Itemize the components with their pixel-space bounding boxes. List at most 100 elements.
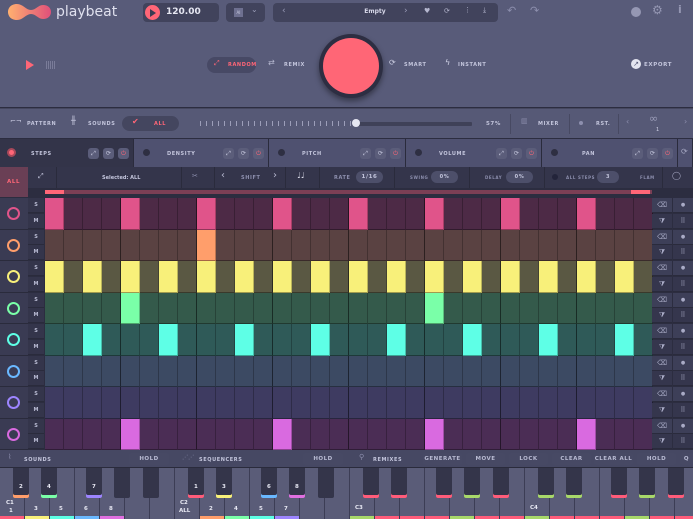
step-cell[interactable] (501, 261, 520, 293)
rate-field[interactable]: 1/16 (356, 171, 383, 183)
track-settings-icon[interactable]: ⧩ (652, 308, 672, 324)
step-cell[interactable] (121, 418, 140, 450)
step-cell[interactable] (520, 355, 539, 387)
step-cell[interactable] (539, 292, 558, 324)
step-cell[interactable] (292, 355, 311, 387)
black-key[interactable] (566, 468, 582, 498)
solo-button[interactable]: S (28, 229, 44, 245)
step-cell[interactable] (425, 229, 444, 261)
step-cell[interactable] (102, 387, 121, 419)
step-cell[interactable] (444, 355, 463, 387)
step-cell[interactable] (615, 261, 634, 293)
step-cell[interactable] (425, 292, 444, 324)
flam-button[interactable]: FLAM (640, 175, 655, 180)
step-cell[interactable] (178, 418, 197, 450)
step-cell[interactable] (330, 324, 349, 356)
step-cell[interactable] (501, 229, 520, 261)
step-cell[interactable] (349, 324, 368, 356)
step-cell[interactable] (140, 418, 159, 450)
step-cell[interactable] (501, 324, 520, 356)
step-cell[interactable] (387, 198, 406, 230)
clear-all-button[interactable]: CLEAR ALL (594, 453, 633, 465)
preset-selector[interactable]: ‹ Empty › ♥ ⟳ ⋮ ⤓ (273, 3, 498, 22)
power-icon[interactable]: ⏻ (390, 148, 401, 159)
step-cell[interactable] (45, 324, 64, 356)
randomize-icon[interactable]: ⤢ (38, 172, 44, 180)
sync-icon[interactable]: ⟳ (444, 7, 450, 15)
step-cell[interactable] (558, 324, 577, 356)
step-cell[interactable] (520, 387, 539, 419)
step-cell[interactable] (64, 324, 83, 356)
step-cell[interactable] (216, 355, 235, 387)
step-cell[interactable] (178, 261, 197, 293)
shuffle-icon[interactable]: ⟳ (647, 148, 658, 159)
expand-icon[interactable]: ⤢ (496, 148, 507, 159)
step-cell[interactable] (349, 387, 368, 419)
sounds-tab[interactable]: SOUNDS (88, 121, 116, 127)
step-cell[interactable] (406, 229, 425, 261)
step-cell[interactable] (349, 261, 368, 293)
step-cell[interactable] (197, 229, 216, 261)
mute-button[interactable]: M (28, 276, 44, 292)
step-cell[interactable] (254, 229, 273, 261)
step-cell[interactable] (558, 387, 577, 419)
drag-handle-icon[interactable]: ⠿ (673, 245, 693, 261)
black-key[interactable] (639, 468, 655, 498)
step-cell[interactable] (254, 198, 273, 230)
lock-icon[interactable]: ● (673, 261, 693, 276)
hihat-closed-icon[interactable] (0, 261, 28, 293)
track-settings-icon[interactable]: ⧩ (652, 276, 672, 292)
drag-handle-icon[interactable]: ⠿ (673, 339, 693, 355)
track-settings-icon[interactable]: ⧩ (652, 434, 672, 450)
step-cell[interactable] (558, 418, 577, 450)
step-cell[interactable] (197, 198, 216, 230)
step-cell[interactable] (387, 292, 406, 324)
step-cell[interactable] (482, 198, 501, 230)
shift-left-icon[interactable]: ‹ (221, 170, 225, 181)
ai-dropdown[interactable]: AI ⌄ (226, 3, 265, 22)
step-cell[interactable] (482, 418, 501, 450)
step-cell[interactable] (273, 292, 292, 324)
step-cell[interactable] (406, 324, 425, 356)
step-cell[interactable] (520, 198, 539, 230)
piano-mode-icon[interactable] (46, 61, 55, 69)
toggle-dot-icon[interactable] (551, 149, 558, 156)
step-cell[interactable] (330, 198, 349, 230)
lock-button[interactable]: LOCK (509, 453, 548, 465)
clear-track-icon[interactable]: ⌫ (652, 324, 672, 339)
play-icon[interactable] (145, 5, 160, 20)
track-settings-icon[interactable]: ⧩ (652, 245, 672, 261)
step-cell[interactable] (273, 355, 292, 387)
step-cell[interactable] (254, 261, 273, 293)
step-cell[interactable] (425, 324, 444, 356)
fx-burst-icon[interactable] (0, 418, 28, 450)
step-cell[interactable] (577, 229, 596, 261)
black-key[interactable] (668, 468, 684, 498)
step-cell[interactable] (45, 198, 64, 230)
step-cell[interactable] (425, 355, 444, 387)
step-cell[interactable] (577, 261, 596, 293)
step-cell[interactable] (501, 198, 520, 230)
redo-icon[interactable]: ↷ (530, 4, 540, 17)
step-cell[interactable] (273, 387, 292, 419)
step-cell[interactable] (64, 418, 83, 450)
smart-button[interactable]: ⟳ SMART (389, 58, 426, 72)
drag-handle-icon[interactable]: ⠿ (673, 434, 693, 450)
swing-field[interactable]: 0% (431, 171, 458, 183)
solo-button[interactable]: S (28, 198, 44, 213)
step-cell[interactable] (330, 292, 349, 324)
step-cell[interactable] (634, 418, 653, 450)
step-cell[interactable] (197, 261, 216, 293)
toggle-dot-icon[interactable] (415, 149, 422, 156)
mute-button[interactable]: M (28, 434, 44, 450)
step-cell[interactable] (64, 229, 83, 261)
step-cell[interactable] (83, 261, 102, 293)
step-cell[interactable] (558, 229, 577, 261)
step-cell[interactable] (197, 355, 216, 387)
solo-button[interactable]: S (28, 292, 44, 308)
tambourine-icon[interactable] (0, 355, 28, 387)
step-cell[interactable] (368, 418, 387, 450)
step-cell[interactable] (102, 261, 121, 293)
instant-button[interactable]: ϟ INSTANT (445, 58, 486, 72)
step-cell[interactable] (64, 292, 83, 324)
